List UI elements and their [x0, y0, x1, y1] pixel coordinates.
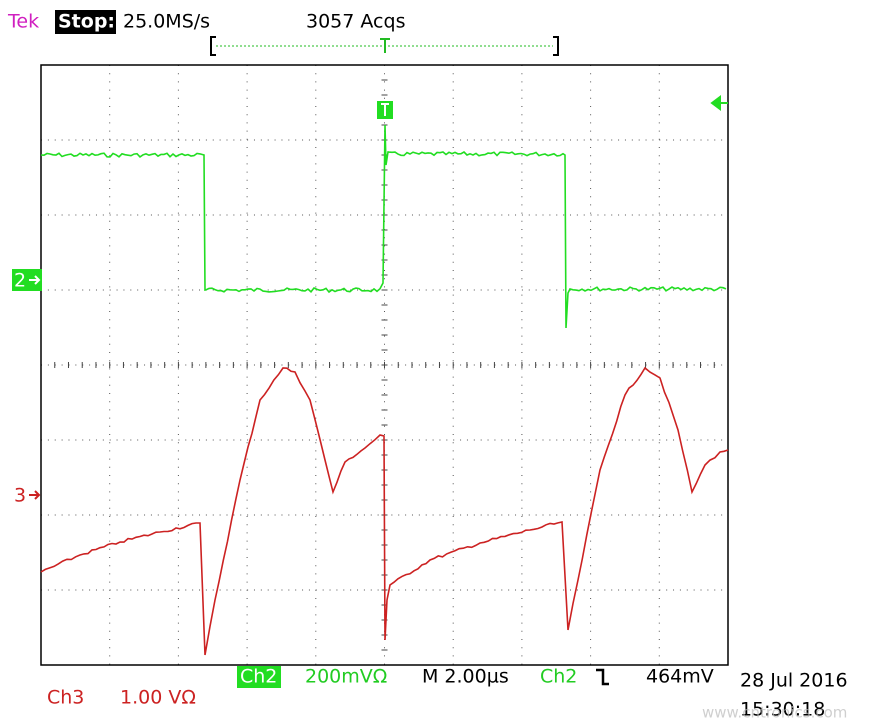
time: 15:30:18 [740, 699, 825, 721]
ch3-scale: 1.00 VΩ [120, 687, 196, 709]
ch2-marker: 2 [14, 270, 26, 292]
timebase: M 2.00µs [422, 666, 509, 688]
trigger-source: Ch2 [540, 666, 577, 688]
ch3-waveform [40, 366, 729, 656]
ch2-label: Ch2 [240, 666, 277, 688]
status-box [55, 10, 116, 34]
ch3-label: Ch3 [47, 687, 84, 709]
graticule-frame [40, 64, 729, 666]
trigger-level: 464mV [646, 666, 714, 688]
record-bracket [210, 36, 559, 56]
sample-rate: 25.0MS/s [123, 11, 210, 33]
ch2-label-box [237, 666, 281, 688]
trigger-t [381, 103, 389, 116]
ch2-marker-box [12, 269, 42, 291]
ch3-marker: 3 [14, 485, 26, 507]
status: Stop: [58, 11, 115, 33]
trigger-position [380, 38, 390, 53]
ch2-waveform [40, 124, 727, 329]
trigger-level-marker [710, 95, 728, 111]
watermark: www.cntronics.com [702, 704, 847, 722]
trigger-slope [596, 668, 609, 686]
ch3-arrow [29, 490, 41, 500]
ch2-scale: 200mVΩ [305, 666, 387, 688]
date: 28 Jul 2016 [740, 670, 848, 692]
acquisitions: 3057 Acqs [306, 11, 405, 33]
ch2-arrow [29, 275, 41, 285]
brand: Tek [7, 11, 39, 33]
